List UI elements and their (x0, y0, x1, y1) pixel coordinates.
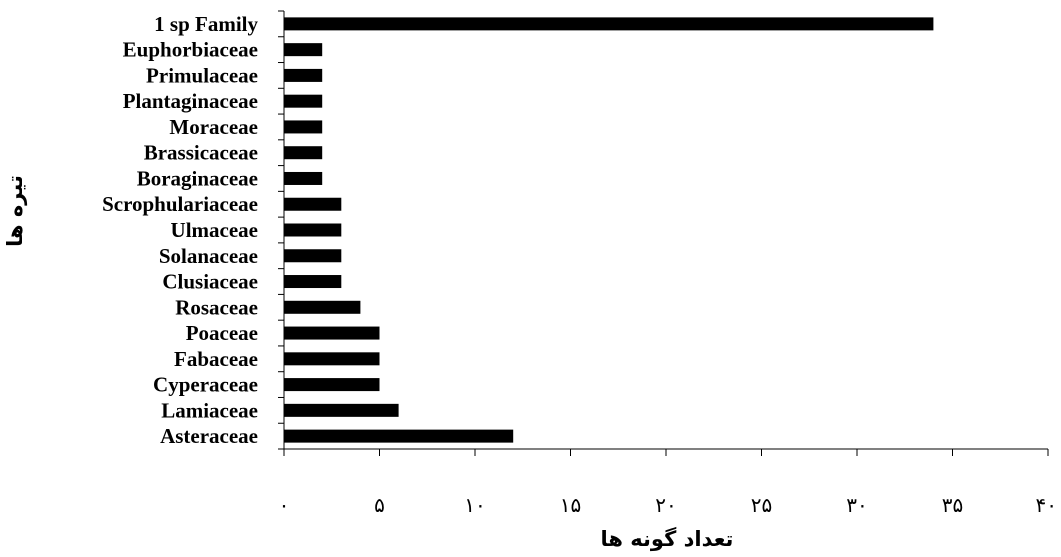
bar-fabaceae (284, 352, 380, 366)
bar-brassicaceae (284, 146, 323, 160)
bar-1-sp-family (284, 17, 934, 31)
category-label: Cyperaceae (153, 373, 258, 397)
category-label: 1 sp Family (154, 12, 258, 36)
tick-labels-group: ٠ ۵ ١٠ ١۵ ٢٠ ٢۵ ٣٠ ٣۵ ۴٠ (279, 493, 1057, 517)
x-tick-label: ٢۵ (751, 493, 772, 517)
category-label: Clusiaceae (162, 270, 258, 294)
category-label: Scrophulariaceae (102, 192, 258, 216)
category-label: Ulmaceae (171, 218, 258, 242)
axes-group (278, 10, 1049, 456)
category-label: Lamiaceae (161, 398, 258, 422)
bar-cyperaceae (284, 378, 380, 392)
category-label: Solanaceae (159, 244, 258, 268)
bar-lamiaceae (284, 403, 399, 417)
category-label: Boraginaceae (137, 166, 258, 190)
x-tick-label: ٣۵ (942, 493, 963, 517)
bar-boraginaceae (284, 171, 323, 185)
x-tick-label: ٢٠ (655, 493, 676, 517)
bar-rosaceae (284, 300, 361, 314)
category-label: Euphorbiaceae (123, 38, 258, 62)
x-tick-label: ١۵ (560, 493, 581, 517)
category-label: Moraceae (169, 115, 258, 139)
category-labels-group: AsteraceaeLamiaceaeCyperaceaeFabaceaePoa… (102, 12, 258, 448)
bar-primulaceae (284, 68, 323, 82)
bar-plantaginaceae (284, 94, 323, 108)
bar-solanaceae (284, 249, 342, 263)
bar-asteraceae (284, 429, 514, 443)
y-axis-title: تیره ها (3, 175, 27, 247)
category-label: Brassicaceae (144, 141, 258, 165)
x-tick-label: ١٠ (464, 493, 485, 517)
category-label: Asteraceae (160, 424, 258, 448)
bar-poaceae (284, 326, 380, 340)
category-label: Plantaginaceae (123, 89, 258, 113)
x-tick-label: ٠ (279, 493, 290, 517)
x-tick-label: ۵ (374, 493, 385, 517)
x-tick-label: ٣٠ (846, 493, 867, 517)
category-label: Fabaceae (174, 347, 258, 371)
bar-euphorbiaceae (284, 43, 323, 57)
x-axis-title: تعداد گونه ها (601, 526, 734, 551)
bar-ulmaceae (284, 223, 342, 237)
category-label: Primulaceae (146, 63, 258, 87)
category-label: Poaceae (186, 321, 258, 345)
x-tick-label: ۴٠ (1036, 493, 1057, 517)
category-label: Rosaceae (175, 295, 258, 319)
bar-clusiaceae (284, 275, 342, 289)
bar-moraceae (284, 120, 323, 134)
bars-group (284, 17, 934, 443)
bar-scrophulariaceae (284, 197, 342, 211)
